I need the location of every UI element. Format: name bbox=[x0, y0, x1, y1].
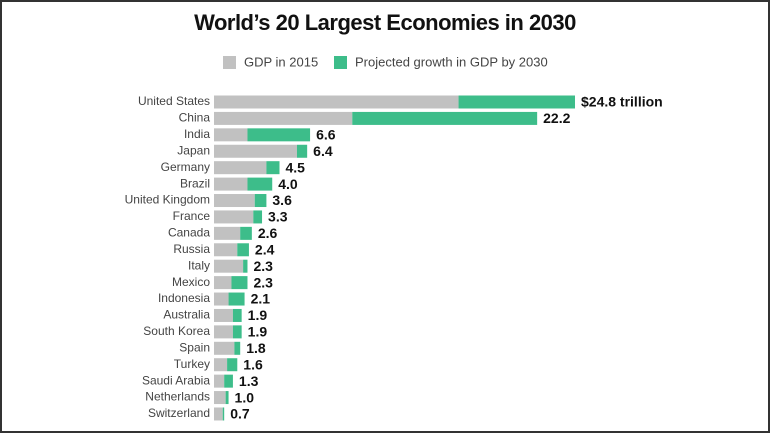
bar-segment bbox=[214, 111, 353, 125]
bar-segment bbox=[222, 407, 225, 421]
bar-segment bbox=[214, 243, 238, 257]
category-label: Spain bbox=[179, 340, 210, 354]
bar-segment bbox=[214, 292, 229, 306]
total-label: 3.6 bbox=[272, 192, 292, 208]
bar-segment bbox=[214, 161, 267, 175]
bar-segment bbox=[237, 243, 249, 257]
category-label: United States bbox=[138, 94, 210, 108]
bar-segment bbox=[240, 226, 252, 240]
chart-title: World’s 20 Largest Economies in 2030 bbox=[194, 10, 576, 35]
bar-segment bbox=[254, 194, 267, 208]
category-label: United Kingdom bbox=[125, 193, 210, 207]
bar-segment bbox=[214, 210, 254, 224]
category-label: Russia bbox=[173, 242, 210, 256]
category-label: Italy bbox=[188, 258, 210, 272]
category-label: Australia bbox=[163, 308, 210, 322]
total-label: 1.3 bbox=[239, 373, 259, 389]
total-label: 3.3 bbox=[268, 209, 288, 225]
bar-segment bbox=[231, 276, 248, 290]
bar-segment bbox=[228, 292, 245, 306]
total-label: 2.1 bbox=[251, 291, 271, 307]
total-label: $24.8 trillion bbox=[581, 94, 663, 110]
total-label: 6.6 bbox=[316, 127, 336, 143]
total-label: 4.0 bbox=[278, 176, 298, 192]
bar-segment bbox=[234, 341, 241, 355]
total-label: 6.4 bbox=[313, 143, 333, 159]
legend-swatch bbox=[223, 56, 236, 69]
category-label: Mexico bbox=[172, 275, 210, 289]
bar-segment bbox=[352, 111, 538, 125]
total-label: 2.6 bbox=[258, 225, 278, 241]
total-label: 1.9 bbox=[248, 307, 268, 323]
category-label: India bbox=[184, 127, 210, 141]
total-label: 1.6 bbox=[243, 356, 263, 372]
bar-segment bbox=[214, 144, 297, 158]
bar-segment bbox=[232, 308, 242, 322]
bar-segment bbox=[214, 407, 223, 421]
category-label: Netherlands bbox=[145, 390, 210, 404]
total-label: 1.0 bbox=[235, 389, 255, 405]
total-label: 2.4 bbox=[255, 241, 275, 257]
category-label: France bbox=[173, 209, 211, 223]
category-label: China bbox=[179, 111, 211, 125]
bar-segment bbox=[227, 358, 238, 372]
legend-swatch bbox=[334, 56, 347, 69]
category-label: Japan bbox=[177, 143, 210, 157]
total-label: 1.9 bbox=[248, 324, 268, 340]
bar-segment bbox=[214, 374, 225, 388]
category-label: Turkey bbox=[174, 357, 210, 371]
bar-segment bbox=[266, 161, 280, 175]
total-label: 0.7 bbox=[230, 406, 250, 422]
bar-segment bbox=[214, 391, 226, 405]
bar-segment bbox=[225, 391, 229, 405]
legend-label: Projected growth in GDP by 2030 bbox=[355, 54, 548, 69]
category-label: Saudi Arabia bbox=[142, 373, 210, 387]
bar-segment bbox=[458, 95, 575, 109]
legend-label: GDP in 2015 bbox=[244, 54, 318, 69]
bar-segment bbox=[253, 210, 263, 224]
category-label: South Korea bbox=[143, 324, 210, 338]
bar-segment bbox=[247, 128, 311, 142]
bar-segment bbox=[214, 308, 233, 322]
bar-segment bbox=[232, 325, 242, 339]
bar-segment bbox=[296, 144, 308, 158]
total-label: 4.5 bbox=[286, 159, 306, 175]
total-label: 22.2 bbox=[543, 110, 570, 126]
category-label: Canada bbox=[168, 226, 210, 240]
category-label: Switzerland bbox=[148, 406, 210, 420]
bar-segment bbox=[214, 325, 233, 339]
bar-segment bbox=[214, 276, 232, 290]
total-label: 1.8 bbox=[246, 340, 266, 356]
bar-segment bbox=[214, 95, 459, 109]
total-label: 2.3 bbox=[253, 258, 273, 274]
bar-segment bbox=[243, 259, 248, 273]
bar-segment bbox=[214, 226, 241, 240]
total-label: 2.3 bbox=[253, 274, 273, 290]
bar-segment bbox=[247, 177, 273, 191]
bar-segment bbox=[214, 358, 228, 372]
category-label: Brazil bbox=[180, 176, 210, 190]
bar-segment bbox=[214, 341, 235, 355]
bar-segment bbox=[214, 194, 255, 208]
bar-segment bbox=[224, 374, 233, 388]
bar-segment bbox=[214, 259, 244, 273]
category-label: Germany bbox=[161, 160, 210, 174]
category-label: Indonesia bbox=[158, 291, 210, 305]
bar-segment bbox=[214, 177, 248, 191]
bar-segment bbox=[214, 128, 248, 142]
